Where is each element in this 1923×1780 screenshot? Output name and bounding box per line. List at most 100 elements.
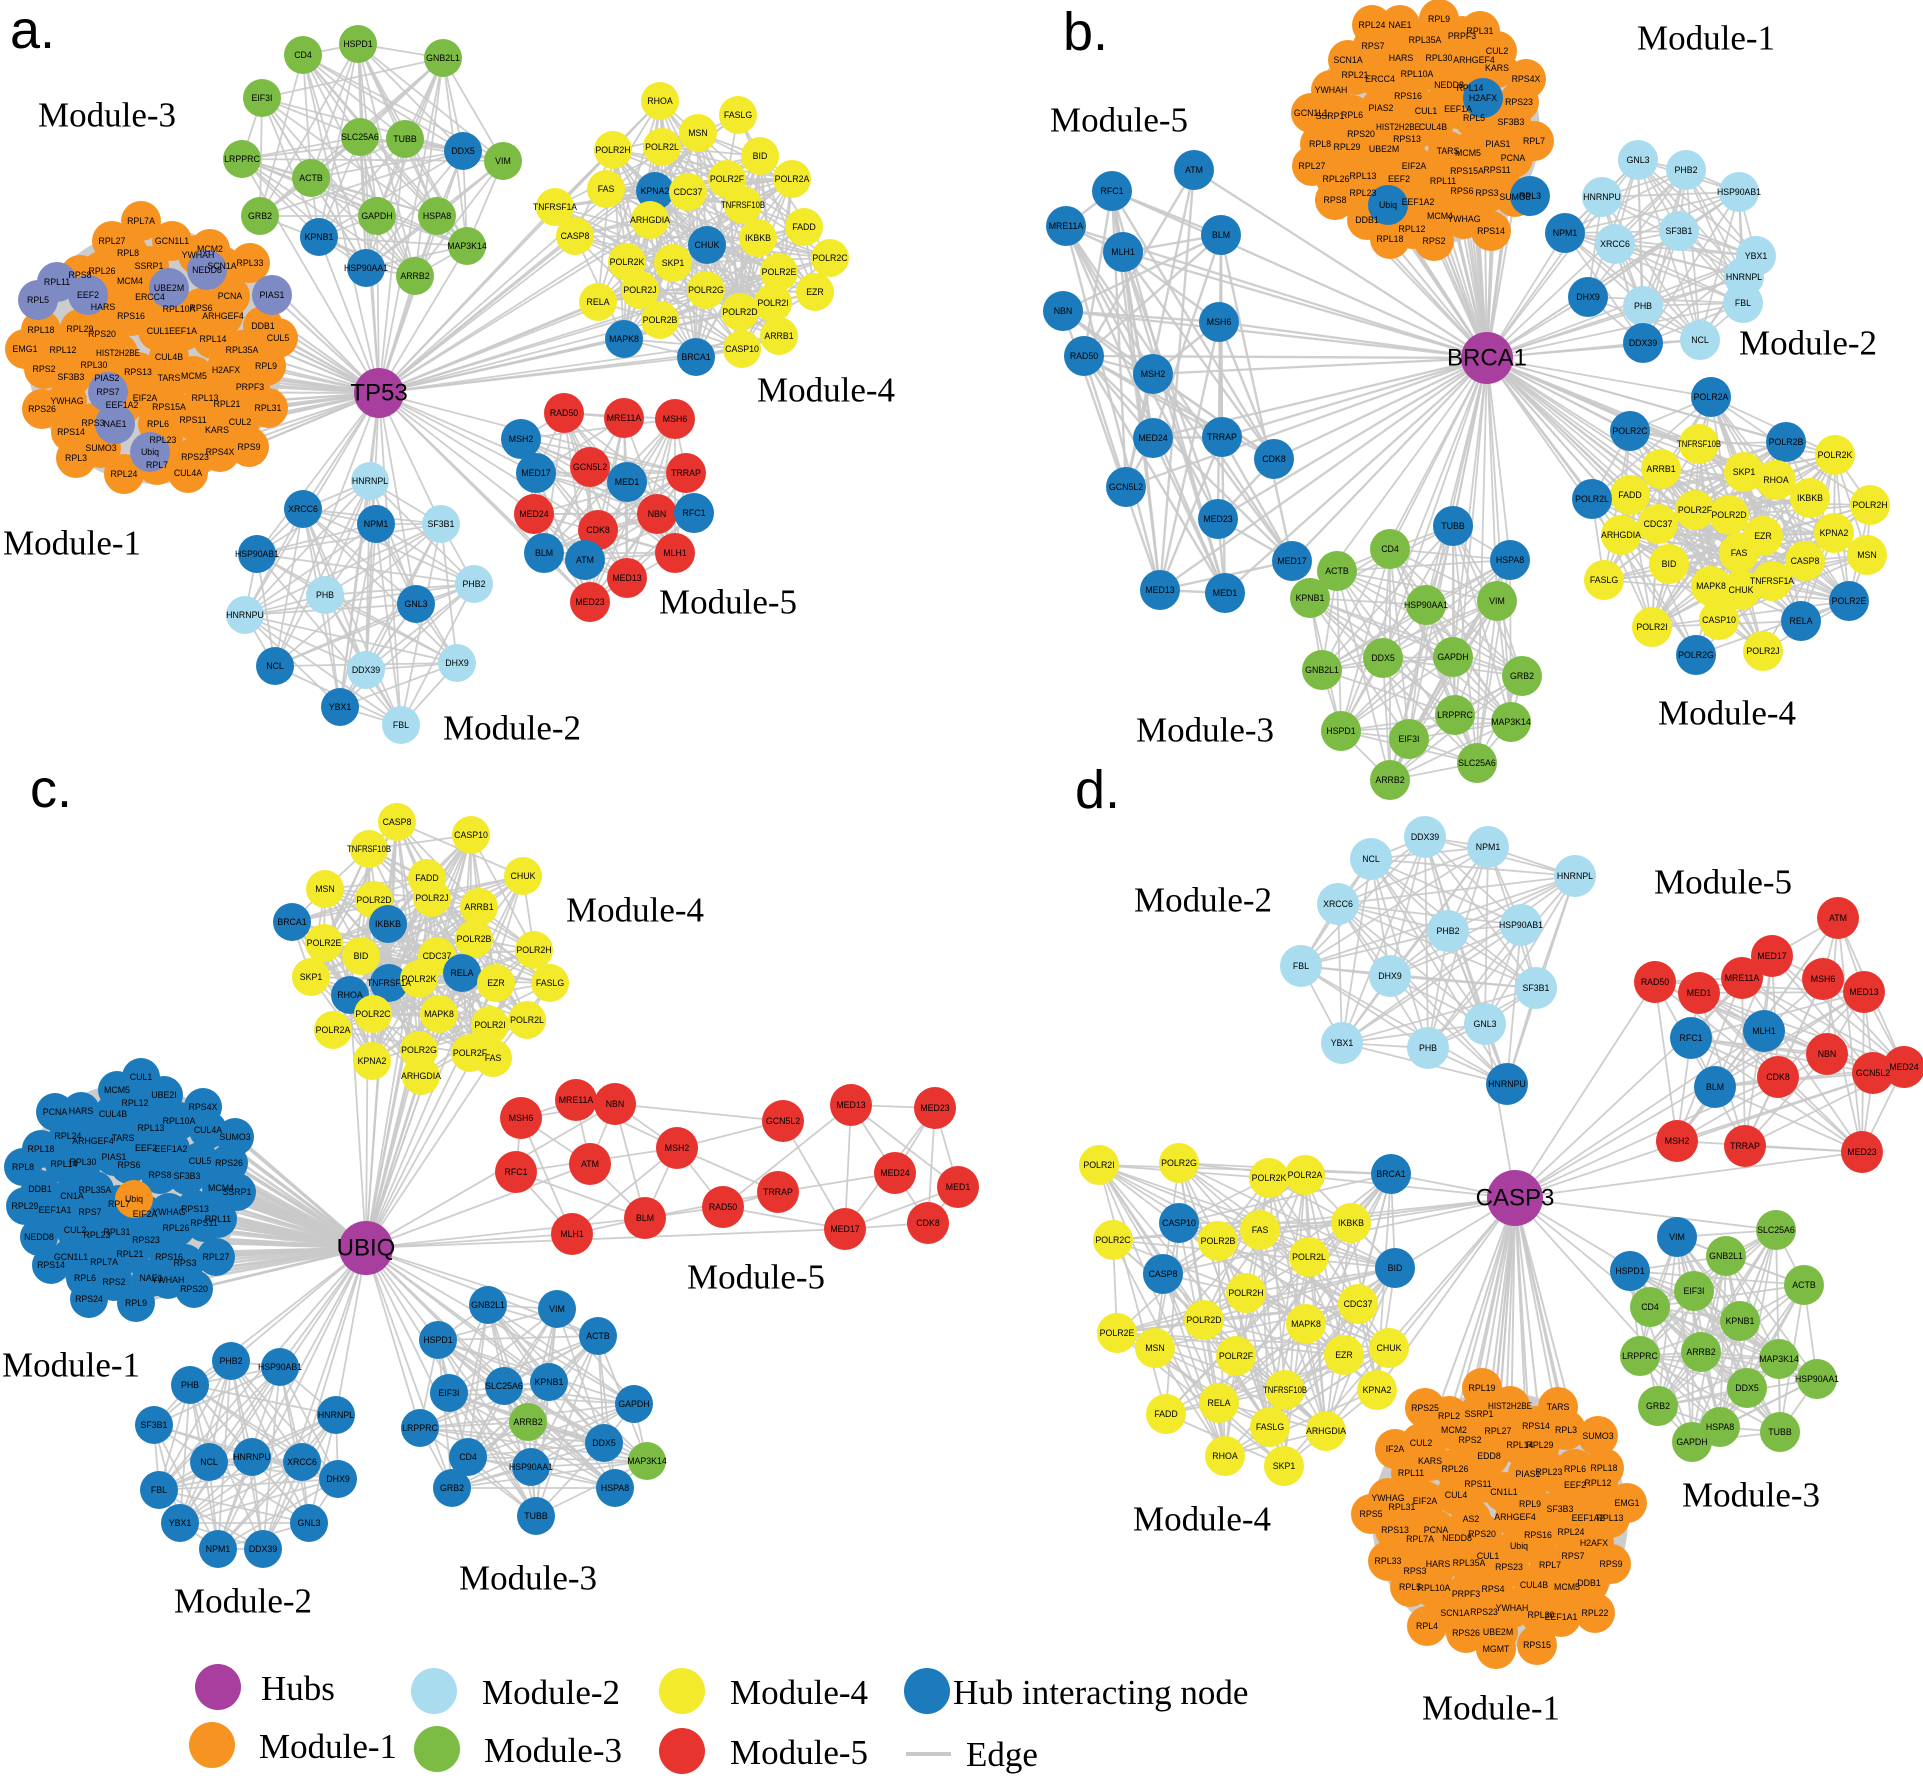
svg-text:CASP8: CASP8 [383, 817, 412, 827]
svg-text:CUL1: CUL1 [1415, 106, 1438, 116]
svg-text:RHOA: RHOA [337, 990, 363, 1000]
svg-text:RPL8: RPL8 [117, 248, 139, 258]
svg-text:PIAS2: PIAS2 [95, 373, 120, 383]
svg-text:Module-2: Module-2 [443, 709, 581, 748]
svg-text:CDC37: CDC37 [1344, 1299, 1373, 1309]
svg-text:YWHAH: YWHAH [1315, 85, 1348, 95]
svg-text:MED24: MED24 [519, 509, 548, 519]
svg-text:MGMT: MGMT [1483, 1644, 1510, 1654]
svg-text:CASP10: CASP10 [1162, 1218, 1196, 1228]
svg-text:KPNA2: KPNA2 [358, 1056, 387, 1066]
svg-text:MSH2: MSH2 [665, 1143, 690, 1153]
svg-text:POLR2A: POLR2A [1288, 1170, 1323, 1180]
svg-text:TNFRSF1A: TNFRSF1A [533, 202, 577, 212]
svg-text:MAPK8: MAPK8 [424, 1009, 454, 1019]
svg-text:NBN: NBN [1054, 306, 1073, 316]
svg-text:RAD50: RAD50 [1641, 977, 1669, 987]
svg-text:ARRB1: ARRB1 [1646, 464, 1675, 474]
svg-text:GCN1L1: GCN1L1 [54, 1252, 88, 1262]
svg-text:MED24: MED24 [880, 1168, 909, 1178]
svg-text:ARRB2: ARRB2 [400, 271, 429, 281]
svg-text:MED23: MED23 [1847, 1147, 1876, 1157]
svg-text:RPS3: RPS3 [1404, 1566, 1427, 1576]
svg-text:POLR2K: POLR2K [1818, 450, 1853, 460]
svg-text:CD4: CD4 [294, 50, 312, 60]
svg-text:POLR2E: POLR2E [307, 938, 342, 948]
svg-text:RPL9: RPL9 [1519, 1499, 1541, 1509]
svg-text:RPL26: RPL26 [1323, 174, 1350, 184]
svg-text:RPL33: RPL33 [237, 258, 264, 268]
svg-text:ARHGEF4: ARHGEF4 [72, 1136, 114, 1146]
svg-text:CD4: CD4 [1381, 544, 1399, 554]
svg-text:RPL12: RPL12 [1585, 1478, 1612, 1488]
svg-text:POLR2C: POLR2C [1095, 1235, 1131, 1245]
svg-text:MED23: MED23 [575, 597, 604, 607]
svg-text:POLR2L: POLR2L [1292, 1252, 1326, 1262]
svg-text:RPS2: RPS2 [103, 1277, 126, 1287]
svg-text:EEF1A2: EEF1A2 [1572, 1513, 1605, 1523]
svg-text:IKBKB: IKBKB [1797, 493, 1823, 503]
svg-text:GNB2L1: GNB2L1 [471, 1300, 505, 1310]
svg-text:BRCA1: BRCA1 [1376, 1169, 1405, 1179]
svg-text:RPL10A: RPL10A [163, 304, 196, 314]
svg-text:KPNB1: KPNB1 [1296, 593, 1325, 603]
svg-text:CASP8: CASP8 [1149, 1269, 1178, 1279]
svg-text:RPS7: RPS7 [1562, 1551, 1585, 1561]
svg-text:SSRP1: SSRP1 [135, 261, 164, 271]
svg-text:MAP3K14: MAP3K14 [1759, 1354, 1799, 1364]
svg-text:GCN1L1: GCN1L1 [155, 236, 189, 246]
svg-text:HNRNPL: HNRNPL [1726, 272, 1762, 282]
svg-text:RFC1: RFC1 [505, 1167, 528, 1177]
svg-text:Module-4: Module-4 [1658, 694, 1796, 733]
svg-text:POLR2K: POLR2K [1252, 1173, 1287, 1183]
svg-text:RFC1: RFC1 [1101, 186, 1124, 196]
svg-text:RPS13: RPS13 [124, 367, 152, 377]
svg-text:RPL14: RPL14 [1457, 83, 1484, 93]
svg-text:RPL6: RPL6 [1341, 110, 1363, 120]
svg-text:RPL18: RPL18 [1377, 234, 1404, 244]
svg-text:RPL24: RPL24 [111, 469, 138, 479]
svg-text:Module-2: Module-2 [1739, 324, 1877, 363]
svg-text:SF3B3: SF3B3 [1547, 1504, 1574, 1514]
svg-text:HSP90AA1: HSP90AA1 [344, 263, 388, 273]
svg-text:BRCA1: BRCA1 [681, 352, 710, 362]
svg-text:IKBKB: IKBKB [1338, 1218, 1364, 1228]
svg-text:EZR: EZR [1754, 531, 1772, 541]
svg-text:DDB1: DDB1 [251, 321, 275, 331]
svg-text:GAPDH: GAPDH [1676, 1437, 1707, 1447]
svg-text:ACTB: ACTB [1325, 566, 1349, 576]
svg-text:LRPPRC: LRPPRC [1437, 710, 1473, 720]
svg-text:RPS24: RPS24 [75, 1294, 103, 1304]
svg-text:DDX5: DDX5 [592, 1438, 616, 1448]
svg-text:MED17: MED17 [1757, 951, 1786, 961]
svg-text:Hubs: Hubs [261, 1669, 335, 1708]
svg-text:POLR2D: POLR2D [1186, 1315, 1221, 1325]
svg-text:ERCC4: ERCC4 [135, 292, 165, 302]
svg-text:HSPA8: HSPA8 [1496, 555, 1524, 565]
svg-text:RPL13: RPL13 [138, 1123, 165, 1133]
svg-text:PHB: PHB [181, 1380, 199, 1390]
svg-text:RPL18: RPL18 [28, 325, 55, 335]
svg-text:RPS5: RPS5 [1360, 1509, 1383, 1519]
svg-text:EEF1A1: EEF1A1 [1545, 1612, 1578, 1622]
svg-text:RPL30: RPL30 [81, 360, 108, 370]
svg-text:HSP90AA1: HSP90AA1 [509, 1462, 553, 1472]
svg-text:DDX5: DDX5 [1735, 1383, 1759, 1393]
svg-text:RPL21: RPL21 [117, 1249, 144, 1259]
svg-text:RPL7: RPL7 [146, 460, 168, 470]
svg-text:UBE2M: UBE2M [154, 283, 184, 293]
svg-text:RPL6: RPL6 [74, 1273, 96, 1283]
svg-text:RAD50: RAD50 [1070, 351, 1098, 361]
svg-text:DDB1: DDB1 [1577, 1578, 1601, 1588]
svg-text:RPL3: RPL3 [65, 453, 87, 463]
svg-text:MCM5: MCM5 [181, 371, 207, 381]
svg-text:RPS16: RPS16 [1394, 91, 1422, 101]
svg-text:RPS4X: RPS4X [206, 447, 235, 457]
svg-text:MSH6: MSH6 [1207, 317, 1232, 327]
svg-text:HNRNPU: HNRNPU [1488, 1079, 1526, 1089]
svg-text:EZR: EZR [806, 287, 824, 297]
svg-text:GNB2L1: GNB2L1 [426, 53, 460, 63]
svg-text:GNL3: GNL3 [298, 1518, 321, 1528]
svg-text:EIF3I: EIF3I [1683, 1286, 1704, 1296]
svg-text:MSH2: MSH2 [509, 434, 534, 444]
